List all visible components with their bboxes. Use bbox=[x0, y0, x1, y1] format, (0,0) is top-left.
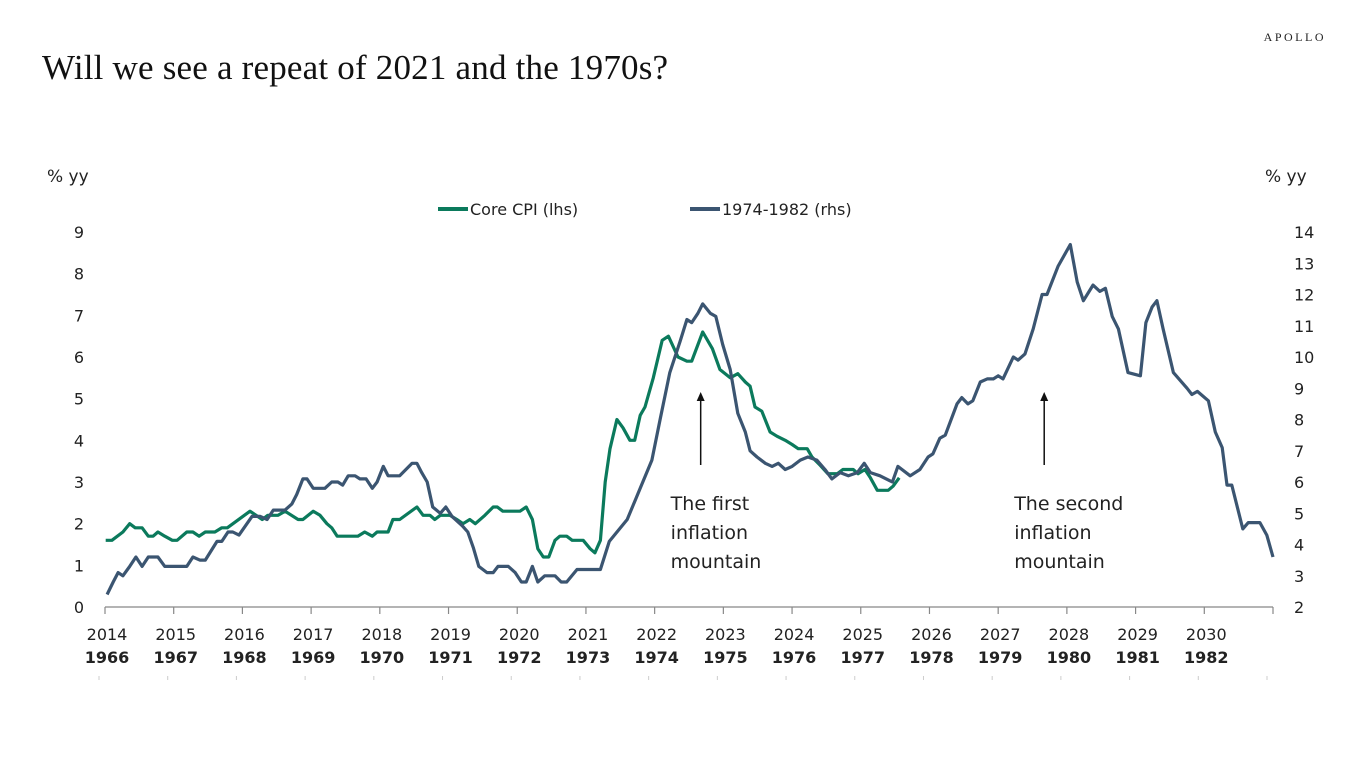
y-left-tick-label: 3 bbox=[74, 473, 84, 492]
annotation-text: inflation bbox=[671, 522, 748, 544]
annotation-text: The first bbox=[670, 493, 750, 515]
x-tick-label-bottom: 1966 bbox=[85, 648, 130, 667]
annotation-text: The second bbox=[1013, 493, 1123, 515]
x-tick-label-top: 2029 bbox=[1117, 625, 1158, 644]
left-axis-unit: % yy bbox=[47, 167, 89, 187]
legend: Core CPI (lhs) 1974-1982 (rhs) bbox=[438, 200, 852, 219]
x-tick-label-bottom: 1982 bbox=[1184, 648, 1229, 667]
legend-label-1974-1982: 1974-1982 (rhs) bbox=[722, 200, 852, 219]
x-tick-label-top: 2014 bbox=[87, 625, 128, 644]
x-tick-label-top: 2015 bbox=[155, 625, 196, 644]
x-tick-label-bottom: 1967 bbox=[153, 648, 198, 667]
y-left-tick-label: 8 bbox=[74, 265, 84, 284]
y-right-tick-label: 2 bbox=[1294, 598, 1304, 617]
y-right-tick-label: 8 bbox=[1294, 411, 1304, 430]
y-left-tick-label: 4 bbox=[74, 431, 84, 450]
x-tick-label-top: 2026 bbox=[911, 625, 952, 644]
y-right-tick-label: 11 bbox=[1294, 317, 1314, 336]
x-tick-label-bottom: 1970 bbox=[360, 648, 405, 667]
x-tick-label-top: 2028 bbox=[1049, 625, 1090, 644]
annotation-arrow-head-icon bbox=[696, 392, 705, 401]
y-right-tick-label: 12 bbox=[1294, 286, 1314, 305]
x-tick-label-top: 2020 bbox=[499, 625, 540, 644]
y-right-tick-label: 6 bbox=[1294, 473, 1304, 492]
x-tick-label-bottom: 1980 bbox=[1047, 648, 1092, 667]
right-axis-unit: % yy bbox=[1265, 167, 1307, 187]
x-tick-label-top: 2018 bbox=[361, 625, 402, 644]
annotation-text: mountain bbox=[1014, 551, 1105, 573]
y-left-tick-label: 0 bbox=[74, 598, 84, 617]
y-right-tick-label: 7 bbox=[1294, 442, 1304, 461]
x-tick-label-bottom: 1978 bbox=[909, 648, 954, 667]
y-left-tick-label: 7 bbox=[74, 306, 84, 325]
y-right-tick-label: 10 bbox=[1294, 348, 1314, 367]
x-tick-label-bottom: 1976 bbox=[772, 648, 817, 667]
annotation-text: mountain bbox=[671, 551, 762, 573]
x-tick-label-bottom: 1972 bbox=[497, 648, 542, 667]
x-tick-label-top: 2025 bbox=[842, 625, 883, 644]
y-right-tick-label: 13 bbox=[1294, 254, 1314, 273]
series-line-1974-1982 bbox=[105, 242, 1275, 596]
x-tick-label-bottom: 1968 bbox=[222, 648, 267, 667]
annotation-text: inflation bbox=[1014, 522, 1091, 544]
legend-label-core-cpi: Core CPI (lhs) bbox=[470, 200, 578, 219]
x-tick-label-bottom: 1977 bbox=[840, 648, 885, 667]
x-tick-label-top: 2016 bbox=[224, 625, 265, 644]
annotation-arrow-head-icon bbox=[1040, 392, 1049, 401]
x-tick-label-bottom: 1969 bbox=[291, 648, 336, 667]
x-tick-label-top: 2017 bbox=[293, 625, 334, 644]
y-left-tick-label: 1 bbox=[74, 556, 84, 575]
series-line-core-cpi bbox=[105, 330, 901, 559]
y-right-tick-label: 4 bbox=[1294, 536, 1304, 555]
x-tick-label-top: 2027 bbox=[980, 625, 1021, 644]
y-right-tick-label: 14 bbox=[1294, 223, 1314, 242]
x-tick-label-bottom: 1979 bbox=[978, 648, 1023, 667]
x-tick-label-top: 2019 bbox=[430, 625, 471, 644]
y-left-tick-label: 9 bbox=[74, 223, 84, 242]
x-tick-label-bottom: 1971 bbox=[428, 648, 473, 667]
page-title: Will we see a repeat of 2021 and the 197… bbox=[42, 48, 669, 87]
x-tick-label-bottom: 1974 bbox=[634, 648, 679, 667]
x-tick-label-top: 2030 bbox=[1186, 625, 1227, 644]
x-tick-label-top: 2023 bbox=[705, 625, 746, 644]
x-tick-label-bottom: 1975 bbox=[703, 648, 748, 667]
x-tick-label-bottom: 1981 bbox=[1115, 648, 1160, 667]
y-right-tick-label: 9 bbox=[1294, 379, 1304, 398]
x-tick-label-top: 2024 bbox=[774, 625, 815, 644]
y-left-tick-label: 5 bbox=[74, 390, 84, 409]
x-tick-label-top: 2021 bbox=[568, 625, 609, 644]
apollo-logo: APOLLO bbox=[1263, 30, 1326, 44]
x-tick-label-top: 2022 bbox=[636, 625, 677, 644]
y-left-tick-label: 2 bbox=[74, 515, 84, 534]
x-tick-label-bottom: 1973 bbox=[566, 648, 611, 667]
y-left-tick-label: 6 bbox=[74, 348, 84, 367]
y-right-tick-label: 3 bbox=[1294, 567, 1304, 586]
y-right-tick-label: 5 bbox=[1294, 504, 1304, 523]
